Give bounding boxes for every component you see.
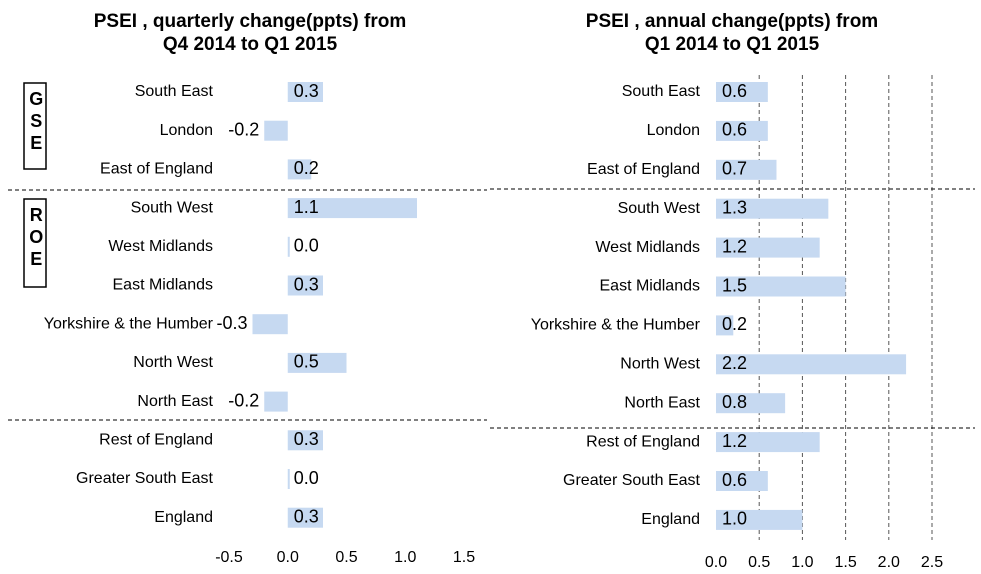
category-label: England [641, 511, 700, 528]
bar [287, 159, 312, 180]
value-label: 1.5 [722, 275, 747, 295]
bar [287, 275, 323, 296]
bar [716, 276, 846, 297]
x-tick-label: 0.5 [748, 554, 770, 571]
category-label: South East [135, 83, 214, 100]
category-label: London [647, 122, 700, 139]
bar [716, 393, 786, 414]
value-label: 0.2 [294, 158, 319, 178]
category-label: East of England [587, 161, 700, 178]
category-label: Greater South East [76, 470, 214, 487]
bar [716, 471, 768, 491]
value-label: 0.3 [294, 506, 319, 526]
bar [287, 507, 323, 528]
chart-title: Q1 2014 to Q1 2015 [645, 34, 820, 55]
bar [287, 430, 323, 451]
value-label: 0.3 [294, 81, 319, 101]
bar [716, 432, 820, 453]
bar [716, 354, 907, 375]
bar [716, 159, 777, 180]
value-label: 2.2 [722, 353, 747, 373]
value-label: 0.2 [722, 314, 747, 334]
x-tick-label: -0.5 [215, 549, 243, 566]
bar [716, 315, 734, 336]
category-label: Rest of England [99, 432, 213, 449]
value-label: 0.6 [722, 470, 747, 490]
x-tick-label: 0.5 [335, 549, 357, 566]
value-label: 0.5 [294, 352, 319, 372]
group-box [23, 82, 47, 170]
group-label: GSE [26, 89, 46, 155]
chart-title: PSEI , quarterly change(ppts) from [94, 11, 407, 32]
category-label: Greater South East [563, 472, 701, 489]
value-label: -0.2 [228, 390, 259, 410]
value-label: 1.2 [722, 431, 747, 451]
value-label: 0.8 [722, 392, 747, 412]
value-label: 0.0 [294, 236, 319, 256]
value-label: 1.2 [722, 236, 747, 256]
bar [287, 198, 417, 219]
bar [287, 469, 290, 489]
x-tick-label: 2.0 [878, 554, 900, 571]
x-tick-label: 1.5 [453, 549, 475, 566]
category-label: London [160, 122, 213, 139]
bar [716, 509, 803, 530]
value-label: -0.3 [216, 313, 247, 333]
bar [264, 120, 288, 141]
category-label: South West [131, 199, 214, 216]
value-label: 0.3 [294, 274, 319, 294]
group-box [23, 198, 47, 288]
bar [716, 82, 768, 102]
value-label: 0.6 [722, 120, 747, 140]
category-label: North West [133, 354, 213, 371]
bar [287, 236, 290, 257]
category-label: North East [624, 394, 700, 411]
bar [287, 82, 323, 102]
category-label: North West [620, 356, 700, 373]
chart-title: Q4 2014 to Q1 2015 [163, 34, 338, 55]
bar [716, 198, 829, 219]
value-label: 0.7 [722, 159, 747, 179]
bar [264, 391, 288, 412]
bar [287, 352, 347, 373]
category-label: North East [137, 393, 213, 410]
value-label: 1.0 [722, 509, 747, 529]
value-label: 1.3 [722, 197, 747, 217]
bar [716, 237, 820, 258]
x-tick-label: 1.0 [394, 549, 416, 566]
value-label: 0.6 [722, 81, 747, 101]
value-label: 0.3 [294, 429, 319, 449]
category-label: South West [618, 200, 701, 217]
x-tick-label: 1.5 [834, 554, 856, 571]
x-tick-label: 0.0 [277, 549, 299, 566]
bar [252, 314, 288, 335]
category-label: West Midlands [108, 238, 213, 255]
category-label: Yorkshire & the Humber [531, 317, 701, 334]
chart-title: PSEI , annual change(ppts) from [586, 11, 878, 32]
x-tick-label: 2.5 [921, 554, 943, 571]
bar [716, 120, 768, 141]
x-tick-label: 1.0 [791, 554, 813, 571]
category-label: South East [622, 83, 701, 100]
group-label: ROE [26, 205, 46, 271]
category-label: East of England [100, 161, 213, 178]
category-label: Yorkshire & the Humber [44, 315, 214, 332]
value-label: -0.2 [228, 119, 259, 139]
category-label: East Midlands [600, 278, 701, 295]
category-label: East Midlands [113, 277, 214, 294]
value-label: 1.1 [294, 197, 319, 217]
x-tick-label: 0.0 [705, 554, 727, 571]
value-label: 0.0 [294, 468, 319, 488]
category-label: West Midlands [595, 239, 700, 256]
category-label: Rest of England [586, 433, 700, 450]
category-label: England [154, 509, 213, 526]
